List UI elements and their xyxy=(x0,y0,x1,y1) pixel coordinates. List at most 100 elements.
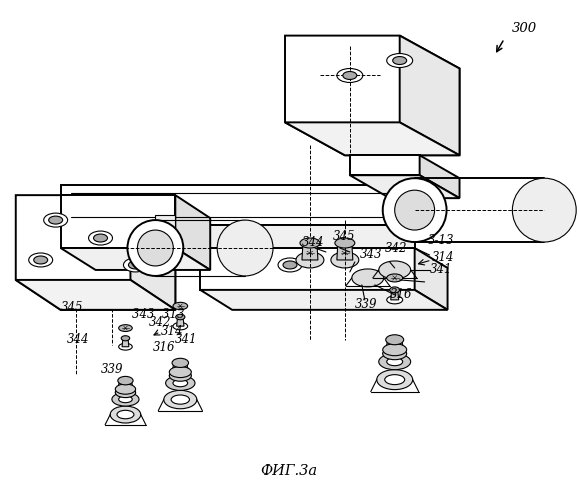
Ellipse shape xyxy=(121,336,130,341)
Polygon shape xyxy=(169,364,191,376)
Ellipse shape xyxy=(331,252,359,268)
Ellipse shape xyxy=(384,374,405,384)
Ellipse shape xyxy=(300,238,320,248)
Ellipse shape xyxy=(387,296,402,304)
Ellipse shape xyxy=(387,274,402,282)
Ellipse shape xyxy=(115,384,135,394)
Ellipse shape xyxy=(278,258,302,272)
Text: 343  313: 343 313 xyxy=(133,308,185,322)
Ellipse shape xyxy=(34,256,47,264)
Ellipse shape xyxy=(217,220,273,276)
Ellipse shape xyxy=(117,410,134,419)
Ellipse shape xyxy=(395,190,435,230)
Text: 343: 343 xyxy=(360,248,382,262)
Text: 316: 316 xyxy=(152,341,175,354)
Ellipse shape xyxy=(296,252,324,268)
Text: 341: 341 xyxy=(430,264,452,276)
Polygon shape xyxy=(172,363,189,372)
Polygon shape xyxy=(383,342,406,353)
Ellipse shape xyxy=(173,380,188,386)
Text: 3-13: 3-13 xyxy=(428,234,454,246)
Ellipse shape xyxy=(115,388,135,398)
Ellipse shape xyxy=(379,354,411,370)
Ellipse shape xyxy=(127,220,184,276)
Ellipse shape xyxy=(383,344,406,355)
Polygon shape xyxy=(122,338,129,346)
Polygon shape xyxy=(177,317,184,326)
Text: 339: 339 xyxy=(355,298,378,312)
Text: 345: 345 xyxy=(61,302,83,314)
Ellipse shape xyxy=(283,261,297,269)
Ellipse shape xyxy=(123,258,148,272)
Ellipse shape xyxy=(383,348,406,360)
Polygon shape xyxy=(391,290,399,300)
Ellipse shape xyxy=(110,406,141,423)
Ellipse shape xyxy=(343,72,357,80)
Ellipse shape xyxy=(94,234,108,242)
Polygon shape xyxy=(350,156,420,175)
Ellipse shape xyxy=(377,370,413,390)
Ellipse shape xyxy=(43,213,68,227)
Text: 339: 339 xyxy=(101,363,123,376)
Text: 300: 300 xyxy=(511,22,537,35)
Text: ФИГ.3а: ФИГ.3а xyxy=(261,464,317,478)
Polygon shape xyxy=(16,280,175,310)
Ellipse shape xyxy=(352,269,384,287)
Ellipse shape xyxy=(379,261,411,279)
Ellipse shape xyxy=(512,178,576,242)
Polygon shape xyxy=(61,195,175,248)
Ellipse shape xyxy=(383,178,446,242)
Ellipse shape xyxy=(171,395,189,404)
Polygon shape xyxy=(200,248,415,290)
Polygon shape xyxy=(350,175,460,198)
Text: 342: 342 xyxy=(384,242,407,254)
Text: 344: 344 xyxy=(67,334,89,346)
Ellipse shape xyxy=(173,322,188,330)
Polygon shape xyxy=(285,36,460,156)
Ellipse shape xyxy=(49,216,63,224)
Polygon shape xyxy=(130,195,175,310)
Text: 344: 344 xyxy=(302,236,324,248)
Ellipse shape xyxy=(89,231,112,245)
Polygon shape xyxy=(155,215,175,240)
Polygon shape xyxy=(415,248,448,310)
Ellipse shape xyxy=(29,253,53,267)
Ellipse shape xyxy=(119,396,132,402)
Polygon shape xyxy=(175,195,210,270)
Polygon shape xyxy=(61,248,210,270)
Ellipse shape xyxy=(175,314,185,320)
Ellipse shape xyxy=(172,358,189,368)
Polygon shape xyxy=(400,36,460,156)
Text: 314: 314 xyxy=(160,326,183,338)
Text: 314: 314 xyxy=(431,252,454,264)
Ellipse shape xyxy=(387,54,413,68)
Polygon shape xyxy=(200,290,448,310)
Ellipse shape xyxy=(387,358,402,366)
Polygon shape xyxy=(386,340,404,349)
Polygon shape xyxy=(285,122,460,156)
Text: 341: 341 xyxy=(175,334,198,346)
Polygon shape xyxy=(302,243,318,260)
Ellipse shape xyxy=(173,302,188,310)
Ellipse shape xyxy=(129,261,142,269)
Polygon shape xyxy=(420,156,460,198)
Ellipse shape xyxy=(112,392,139,406)
Text: 316: 316 xyxy=(390,288,412,302)
Ellipse shape xyxy=(169,370,191,381)
Ellipse shape xyxy=(137,230,173,266)
Polygon shape xyxy=(337,243,353,260)
Ellipse shape xyxy=(337,68,363,82)
Ellipse shape xyxy=(390,287,400,293)
Ellipse shape xyxy=(166,376,195,390)
Polygon shape xyxy=(61,225,415,248)
Ellipse shape xyxy=(169,366,191,378)
Ellipse shape xyxy=(335,238,355,248)
Ellipse shape xyxy=(119,344,132,350)
Polygon shape xyxy=(118,380,133,389)
Polygon shape xyxy=(115,382,135,392)
Polygon shape xyxy=(16,195,175,310)
Ellipse shape xyxy=(118,376,133,385)
Text: 342: 342 xyxy=(148,316,171,330)
Text: 345: 345 xyxy=(333,230,356,242)
Ellipse shape xyxy=(386,335,404,344)
